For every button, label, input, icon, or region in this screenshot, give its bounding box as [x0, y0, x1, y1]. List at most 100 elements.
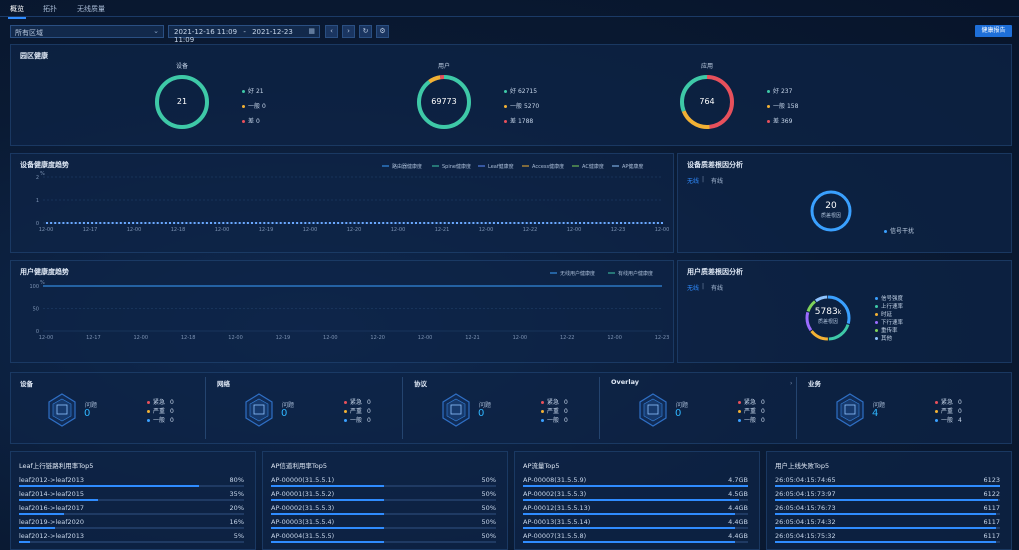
- donut-center-value: 21: [176, 97, 188, 106]
- severity-value: 0: [367, 417, 371, 424]
- user-quality-value: 5783k: [804, 307, 852, 317]
- data-point: [201, 222, 204, 224]
- x-tick-label: 12-23: [611, 227, 626, 233]
- data-point: [279, 222, 282, 224]
- top5-bar-fill: [523, 541, 735, 543]
- data-point: [423, 222, 426, 224]
- top5-row-value: 50%: [481, 518, 496, 526]
- top5-row-value: 80%: [229, 476, 244, 484]
- data-point: [128, 222, 130, 224]
- top5-row-name: leaf2019->leaf2020: [19, 518, 85, 526]
- legend-dot: [875, 321, 878, 324]
- data-point: [144, 222, 147, 224]
- divider: [599, 377, 600, 439]
- legend-dot: [875, 313, 878, 316]
- legend-item: 其他: [875, 334, 892, 342]
- data-point: [304, 222, 307, 224]
- ring-segment: [805, 295, 851, 341]
- severity-item: 严重 0: [147, 406, 174, 415]
- tab-wireless-quality[interactable]: 无线质量: [77, 5, 105, 13]
- top5-bar-fill: [19, 499, 98, 501]
- tab-wired[interactable]: 有线: [711, 178, 724, 185]
- prev-button[interactable]: ‹: [325, 25, 338, 38]
- data-point: [398, 222, 401, 224]
- issue-category-title: 协议: [414, 380, 427, 388]
- settings-button[interactable]: ⚙: [376, 25, 389, 38]
- severity-dot: [935, 419, 938, 422]
- more-icon[interactable]: ›: [790, 380, 793, 387]
- service-icon: [836, 393, 864, 427]
- legend-label: AP健康度: [622, 163, 643, 170]
- data-point: [443, 222, 446, 224]
- tab-wireless[interactable]: 无线: [687, 178, 700, 185]
- top5-row-value: 50%: [481, 490, 496, 498]
- data-point: [492, 222, 495, 224]
- area-select[interactable]: 所有区域 ⌄: [10, 25, 164, 38]
- severity-item: 一般 0: [147, 415, 174, 424]
- data-point: [119, 222, 122, 224]
- device-trend-chart: 2 1 0% 12-00 12-17 12-00 12-18 12-00 12-19 12-00 1…: [36, 163, 670, 233]
- data-point: [255, 222, 258, 224]
- tab-topology[interactable]: 拓扑: [43, 5, 57, 13]
- donut-center-value: 764: [699, 97, 715, 106]
- legend-label: 好: [773, 88, 780, 95]
- divider: [205, 377, 206, 439]
- health-report-button[interactable]: 健康报告: [975, 25, 1012, 37]
- refresh-button[interactable]: ↻: [359, 25, 372, 38]
- tab-wired[interactable]: 有线: [711, 285, 724, 292]
- user-quality-label: 质差根因: [817, 319, 838, 325]
- severity-label: 紧急: [153, 399, 166, 406]
- y-tick-label: 50: [33, 307, 39, 313]
- data-point: [292, 222, 294, 224]
- severity-label: 一般: [547, 417, 560, 424]
- x-tick-label: 12-00: [655, 227, 670, 233]
- data-point: [251, 222, 253, 224]
- severity-label: 紧急: [941, 399, 954, 406]
- legend-dot: [767, 90, 770, 93]
- tab-wireless[interactable]: 无线: [687, 285, 700, 292]
- top5-row-name: 26:05:04:15:74:65: [775, 476, 836, 484]
- top5-row-name: leaf2012->leaf2013: [19, 532, 85, 540]
- severity-dot: [147, 401, 150, 404]
- donut-legend-item: 差 1788: [504, 116, 533, 125]
- data-point: [205, 222, 208, 224]
- severity-value: 0: [564, 399, 568, 406]
- date-range-picker[interactable]: 2021-12-16 11:09 - 2021-12-23 11:09 ▦: [168, 25, 320, 44]
- data-point: [656, 222, 659, 224]
- donut-legend-item: 差 369: [767, 116, 792, 125]
- severity-dot: [738, 419, 741, 422]
- next-button[interactable]: ›: [342, 25, 355, 38]
- device-quality-label: 质差根因: [820, 213, 841, 219]
- data-point: [78, 222, 81, 224]
- x-tick-label: 12-00: [228, 335, 243, 341]
- data-point: [542, 222, 545, 224]
- y-tick-label: 1: [36, 198, 39, 204]
- severity-dot: [344, 419, 347, 422]
- severity-dot: [935, 410, 938, 413]
- data-point: [484, 222, 487, 224]
- data-point: [238, 222, 241, 224]
- top5-bar-fill: [19, 541, 31, 543]
- issue-label: 问题: [85, 402, 98, 409]
- data-point: [480, 222, 483, 224]
- data-point: [312, 222, 315, 224]
- data-point: [222, 222, 225, 224]
- data-point: [538, 222, 540, 224]
- panel-title: 用户健康度趋势: [20, 268, 69, 276]
- legend-value: 62715: [517, 88, 538, 95]
- top5-row-value: 5%: [233, 532, 244, 540]
- legend-label: 信号干扰: [890, 228, 915, 235]
- data-point: [562, 222, 565, 224]
- top5-title: Leaf上行链路利用率Top5: [19, 462, 94, 470]
- severity-dot: [147, 419, 150, 422]
- data-point: [611, 222, 614, 224]
- donut-chart: [155, 75, 209, 129]
- data-point: [66, 222, 69, 224]
- tab-overview[interactable]: 概览: [8, 5, 26, 19]
- data-point: [644, 222, 647, 224]
- data-point: [361, 222, 364, 224]
- data-point: [447, 222, 450, 224]
- data-point: [419, 222, 422, 224]
- legend-dot: [242, 90, 245, 93]
- panel-title: 园区健康: [20, 52, 48, 60]
